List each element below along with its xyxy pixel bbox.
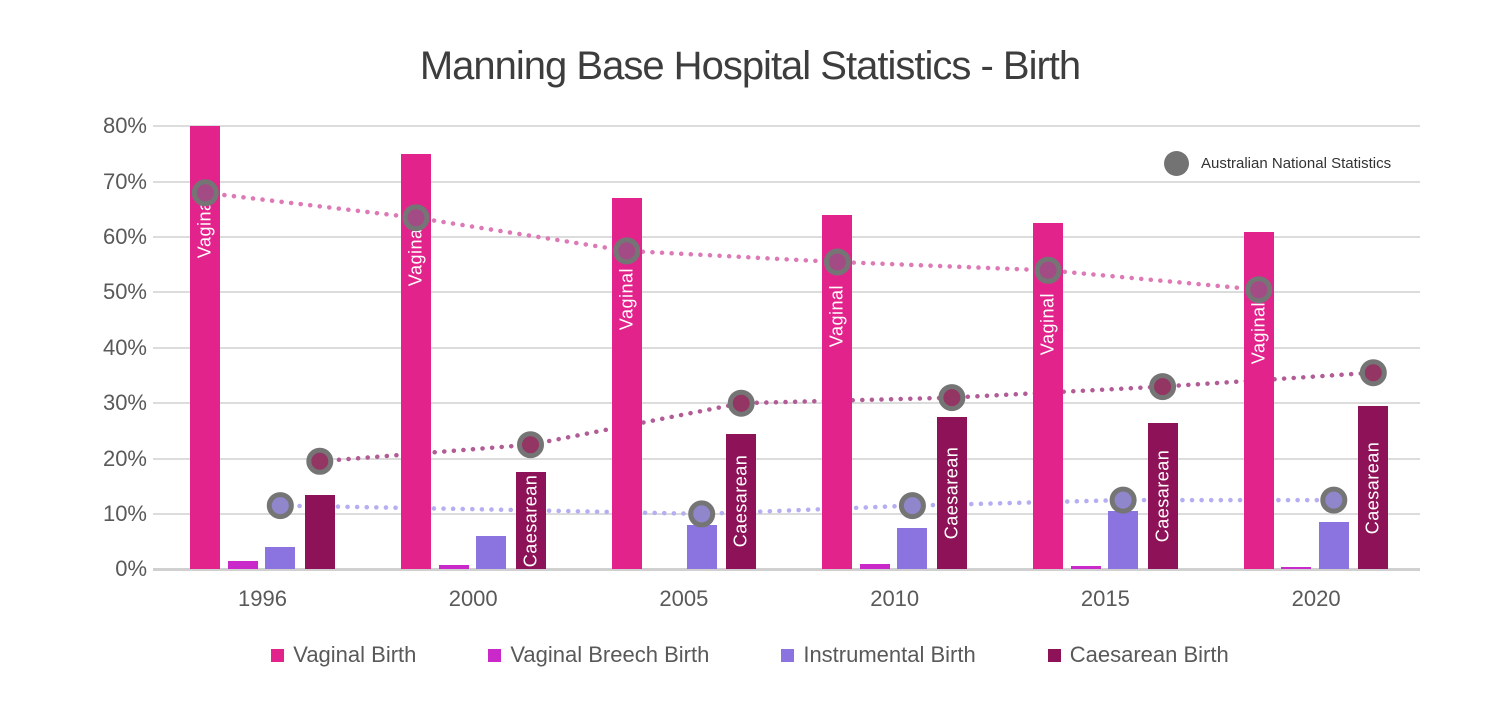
national-marker-australian-national-statistics-instrumental-1996 xyxy=(266,492,294,520)
gridline-70pct xyxy=(153,180,1420,183)
bar-caesarean-birth-2020: Caesarean xyxy=(1358,405,1389,570)
bar-instrumental-birth-2015 xyxy=(1108,511,1139,570)
national-marker-australian-national-statistics-instrumental-2010 xyxy=(898,492,926,520)
y-axis-tick-10pct: 10% xyxy=(102,500,147,526)
bar-vaginal-breech-birth-2015 xyxy=(1070,566,1101,570)
gridline-80pct xyxy=(153,125,1420,128)
bar-instrumental-birth-2000 xyxy=(476,536,506,570)
chart-legend: Vaginal Birth Vaginal Breech Birth Instr… xyxy=(0,642,1500,668)
legend-swatch-icon xyxy=(781,648,795,662)
legend-item-label: Vaginal Birth xyxy=(293,642,417,667)
national-marker-australian-national-statistics-caesarean-2015 xyxy=(1149,373,1177,401)
y-axis-tick-50pct: 50% xyxy=(102,279,147,305)
gridline-0pct xyxy=(153,568,1420,572)
bar-caesarean-birth-2010: Caesarean xyxy=(936,417,967,570)
national-statistics-legend: Australian National Statistics xyxy=(1164,151,1391,176)
x-axis-label-2010: 2010 xyxy=(870,586,920,611)
gridline-50pct xyxy=(153,291,1420,294)
national-marker-australian-national-statistics-vaginal-1996 xyxy=(191,179,219,207)
national-statistics-legend-label: Australian National Statistics xyxy=(1201,155,1392,172)
bar-instrumental-birth-1996 xyxy=(265,547,296,570)
bar-vaginal-breech-birth-1996 xyxy=(227,561,258,570)
national-marker-australian-national-statistics-vaginal-2020 xyxy=(1245,276,1273,304)
national-line-australian-national-statistics-caesarean xyxy=(317,370,1376,464)
legend-item-caesarean-birth: Caesarean Birth xyxy=(1047,642,1229,668)
legend-swatch-icon xyxy=(488,648,502,662)
national-line-australian-national-statistics-instrumental xyxy=(278,497,1337,517)
national-marker-australian-national-statistics-vaginal-2015 xyxy=(1034,256,1062,284)
bar-caesarean-birth-2015: Caesarean xyxy=(1147,422,1178,570)
legend-swatch-icon xyxy=(271,648,285,662)
bar-caesarean-birth-1996 xyxy=(304,494,335,570)
chart-title: Manning Base Hospital Statistics - Birth xyxy=(419,44,1081,88)
x-axis-label-2020: 2020 xyxy=(1291,586,1341,611)
y-axis-tick-30pct: 30% xyxy=(102,390,147,416)
x-axis-label-2000: 2000 xyxy=(448,586,498,611)
x-axis-label-2005: 2005 xyxy=(659,586,709,611)
bar-caesarean-birth-2000: Caesarean xyxy=(515,472,546,570)
national-marker-australian-national-statistics-caesarean-2010 xyxy=(938,384,966,412)
bar-instrumental-birth-2020 xyxy=(1318,522,1349,570)
national-marker-australian-national-statistics-instrumental-2015 xyxy=(1109,486,1137,514)
national-marker-australian-national-statistics-vaginal-2010 xyxy=(823,248,851,276)
legend-item-label: Vaginal Breech Birth xyxy=(510,642,710,667)
x-axis-label-2015: 2015 xyxy=(1080,586,1130,611)
gridline-10pct xyxy=(153,512,1420,515)
national-marker-australian-national-statistics-caesarean-2000 xyxy=(517,431,544,459)
gridline-60pct xyxy=(153,236,1420,238)
bar-caesarean-birth-2005: Caesarean xyxy=(726,433,757,570)
national-marker-australian-national-statistics-vaginal-2000 xyxy=(402,204,430,232)
national-marker-australian-national-statistics-caesarean-2005 xyxy=(727,389,755,417)
national-statistics-marker-icon xyxy=(1164,151,1189,176)
bar-vaginal-breech-birth-2020 xyxy=(1281,566,1312,570)
legend-item-label: Instrumental Birth xyxy=(803,642,976,667)
national-marker-australian-national-statistics-instrumental-2005 xyxy=(688,500,716,528)
national-marker-australian-national-statistics-caesarean-1996 xyxy=(306,447,334,475)
legend-swatch-icon xyxy=(1047,648,1061,662)
national-marker-australian-national-statistics-instrumental-2020 xyxy=(1320,486,1348,514)
y-axis-tick-80pct: 80% xyxy=(102,113,147,139)
bar-vaginal-breech-birth-2000 xyxy=(438,565,469,570)
y-axis-tick-40pct: 40% xyxy=(102,334,147,360)
y-axis-tick-60pct: 60% xyxy=(102,224,147,249)
bar-instrumental-birth-2005 xyxy=(686,525,717,570)
bar-vaginal-breech-birth-2010 xyxy=(859,563,890,570)
y-axis-tick-70pct: 70% xyxy=(102,168,147,194)
legend-item-vaginal-breech-birth: Vaginal Breech Birth xyxy=(488,642,709,668)
legend-item-instrumental-birth: Instrumental Birth xyxy=(781,642,976,668)
gridline-20pct xyxy=(153,457,1420,460)
gridline-40pct xyxy=(153,346,1420,349)
legend-item-label: Caesarean Birth xyxy=(1069,642,1229,667)
national-marker-australian-national-statistics-caesarean-2020 xyxy=(1359,359,1387,387)
legend-item-vaginal-birth: Vaginal Birth xyxy=(271,642,416,668)
x-axis-label-1996: 1996 xyxy=(238,586,287,611)
national-marker-australian-national-statistics-vaginal-2005 xyxy=(613,237,641,265)
y-axis-tick-0pct: 0% xyxy=(115,556,147,582)
bar-instrumental-birth-2010 xyxy=(897,527,928,570)
y-axis-tick-20pct: 20% xyxy=(102,445,147,471)
national-line-australian-national-statistics-vaginal xyxy=(203,190,1262,292)
